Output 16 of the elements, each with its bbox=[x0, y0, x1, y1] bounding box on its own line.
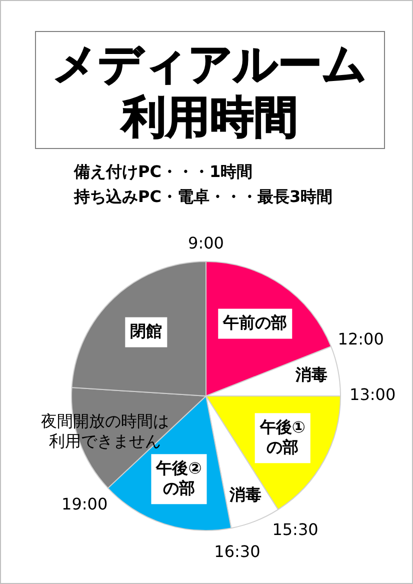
slice-label: 閉館 bbox=[130, 321, 162, 340]
text: 19:00 bbox=[62, 494, 108, 514]
text: 13:00 bbox=[350, 385, 396, 404]
text: 12:00 bbox=[338, 329, 384, 348]
slice-label: 消毒 bbox=[228, 485, 262, 504]
slice-label: 消毒 bbox=[294, 364, 328, 384]
slice-label: 午後②の部 bbox=[155, 458, 202, 498]
slice-label: 午前の部 bbox=[222, 312, 288, 332]
text: 持ち込みPC・電卓・・・最長3時間 bbox=[74, 186, 333, 208]
text: 備え付けPC・・・1時間 bbox=[74, 161, 254, 183]
text: 9:00 bbox=[188, 234, 224, 253]
chart-title: メディアルーム利用時間 bbox=[52, 38, 368, 144]
text: 16:30 bbox=[214, 542, 260, 561]
slice-label: 午後①の部 bbox=[258, 417, 306, 456]
text: 15:30 bbox=[272, 520, 318, 539]
slice-label: 夜間開放の時間は利用できません bbox=[40, 412, 169, 451]
